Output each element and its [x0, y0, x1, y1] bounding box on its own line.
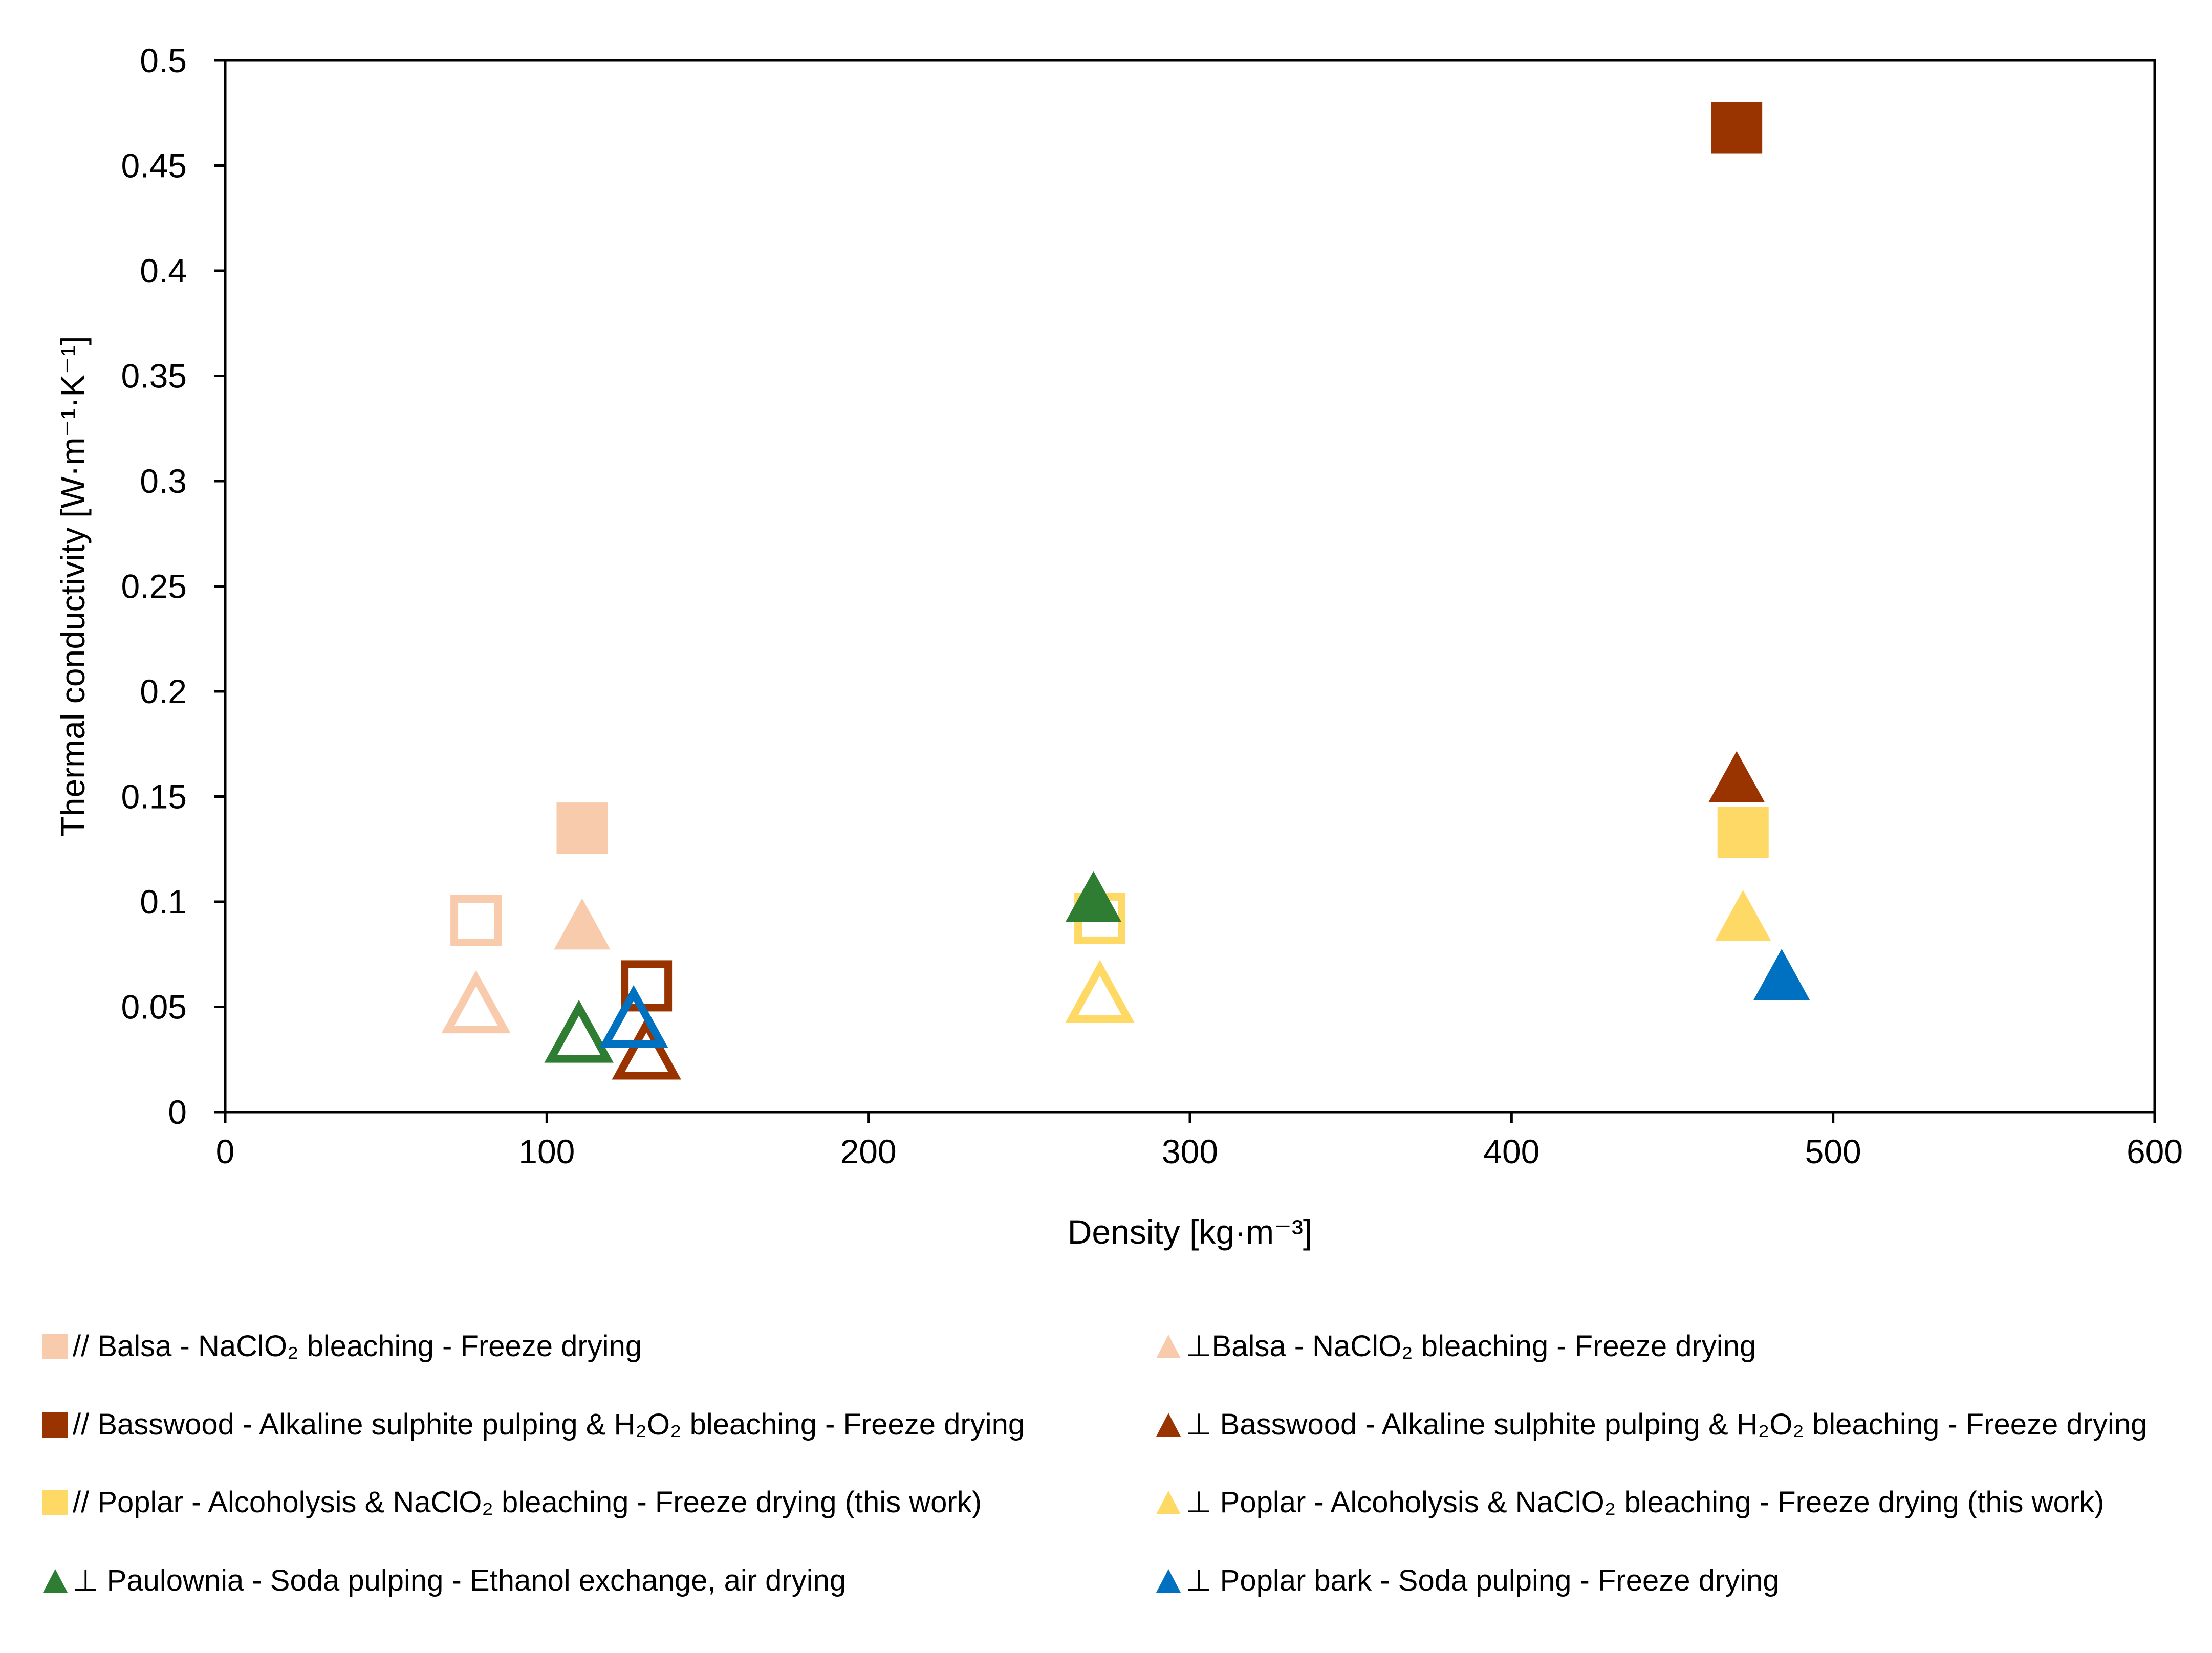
y-axis-title: Thermal conductivity [W·m⁻¹·K⁻¹]	[54, 336, 92, 837]
data-points	[441, 102, 1810, 1080]
hollow-triangle-marker	[612, 1016, 681, 1080]
filled-triangle-marker	[1708, 751, 1765, 802]
y-tick-label: 0.5	[140, 41, 187, 79]
x-tick-label: 0	[216, 1133, 235, 1170]
x-tick-label: 300	[1162, 1133, 1218, 1170]
filled-square-marker	[556, 802, 608, 854]
filled-triangle-marker	[554, 898, 611, 950]
y-tick-label: 0.35	[121, 357, 187, 395]
x-tick-label: 200	[840, 1133, 897, 1170]
filled-square-marker	[1717, 807, 1769, 858]
plot-area	[224, 59, 2156, 1114]
y-tick-label: 0.25	[121, 568, 187, 605]
x-tick-label: 100	[518, 1133, 575, 1170]
y-axis-ticks: 0 0.05 0.1 0.15 0.2 0.25 0.3 0.35 0.4 0.45 0.5	[121, 41, 225, 1131]
y-tick-label: 0.45	[121, 147, 187, 185]
x-tick-label: 600	[2127, 1133, 2183, 1170]
hollow-triangle-marker	[441, 970, 511, 1034]
hollow-square-marker	[621, 960, 673, 1012]
y-tick-label: 0.2	[140, 672, 187, 710]
hollow-square-marker	[450, 895, 502, 946]
hollow-triangle-marker	[599, 985, 668, 1048]
y-tick-label: 0.1	[140, 883, 187, 921]
hollow-triangle-marker	[1065, 960, 1135, 1023]
y-tick-label: 0	[168, 1093, 187, 1131]
x-tick-label: 500	[1805, 1133, 1861, 1170]
x-tick-label: 400	[1483, 1133, 1539, 1170]
x-axis-title: Density [kg·m⁻³]	[1068, 1213, 1313, 1251]
y-tick-label: 0.05	[121, 988, 187, 1026]
y-tick-label: 0.15	[121, 778, 187, 816]
y-tick-label: 0.3	[140, 462, 187, 500]
x-axis-ticks: 0 100 200 300 400 500 600	[216, 1112, 2183, 1170]
y-tick-label: 0.4	[140, 252, 187, 290]
filled-triangle-marker	[1065, 871, 1122, 922]
filled-square-marker	[1711, 102, 1763, 154]
filled-triangle-marker	[1715, 889, 1771, 941]
filled-triangle-marker	[1753, 949, 1810, 1000]
hollow-triangle-marker	[544, 999, 614, 1063]
